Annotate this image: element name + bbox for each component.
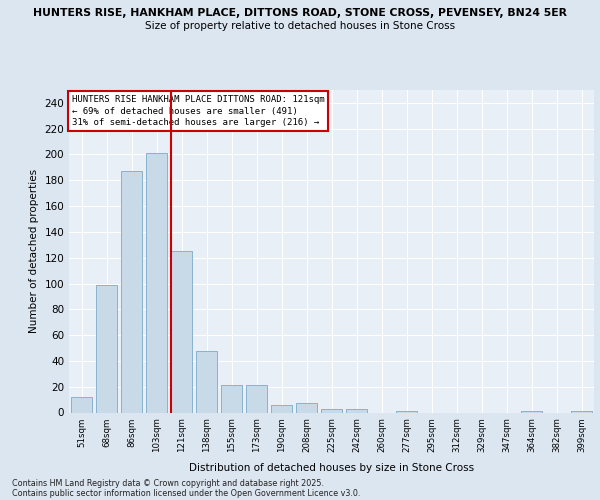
Bar	[346, 408, 367, 412]
Bar	[271, 405, 292, 412]
Text: Contains HM Land Registry data © Crown copyright and database right 2025.: Contains HM Land Registry data © Crown c…	[12, 479, 324, 488]
Text: HUNTERS RISE, HANKHAM PLACE, DITTONS ROAD, STONE CROSS, PEVENSEY, BN24 5ER: HUNTERS RISE, HANKHAM PLACE, DITTONS ROA…	[33, 8, 567, 18]
Bar	[146, 153, 167, 412]
Y-axis label: Number of detached properties: Number of detached properties	[29, 169, 39, 334]
Text: Size of property relative to detached houses in Stone Cross: Size of property relative to detached ho…	[145, 21, 455, 31]
Bar	[521, 411, 542, 412]
Text: Contains public sector information licensed under the Open Government Licence v3: Contains public sector information licen…	[12, 489, 361, 498]
Bar	[246, 386, 267, 412]
Bar	[296, 404, 317, 412]
Bar	[221, 386, 242, 412]
Text: HUNTERS RISE HANKHAM PLACE DITTONS ROAD: 121sqm
← 69% of detached houses are sma: HUNTERS RISE HANKHAM PLACE DITTONS ROAD:…	[71, 95, 324, 128]
Bar	[396, 411, 417, 412]
Bar	[71, 397, 92, 412]
Bar	[321, 408, 342, 412]
Bar	[96, 285, 117, 412]
Bar	[196, 350, 217, 412]
Bar	[171, 251, 192, 412]
Bar	[571, 411, 592, 412]
X-axis label: Distribution of detached houses by size in Stone Cross: Distribution of detached houses by size …	[189, 464, 474, 473]
Bar	[121, 172, 142, 412]
